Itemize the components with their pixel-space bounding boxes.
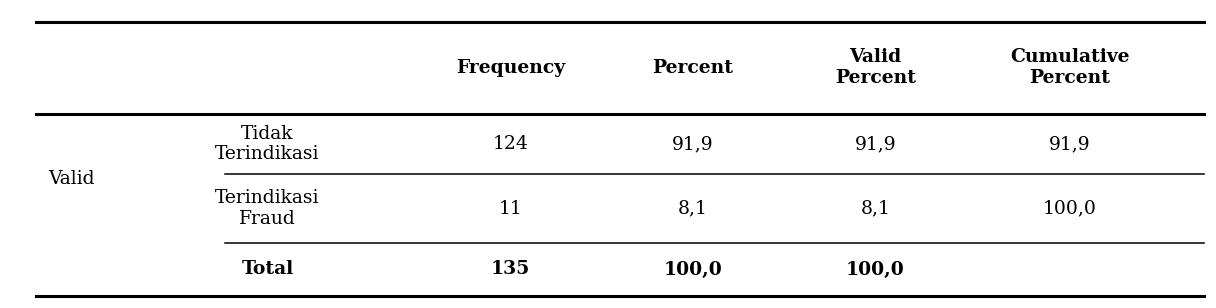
Text: 100,0: 100,0 xyxy=(1043,200,1097,218)
Text: 100,0: 100,0 xyxy=(664,261,722,278)
Text: Valid: Valid xyxy=(49,170,95,188)
Text: Percent: Percent xyxy=(653,59,733,77)
Text: 91,9: 91,9 xyxy=(1049,135,1091,153)
Text: 91,9: 91,9 xyxy=(855,135,896,153)
Text: 11: 11 xyxy=(499,200,523,218)
Text: 91,9: 91,9 xyxy=(672,135,714,153)
Text: 8,1: 8,1 xyxy=(861,200,890,218)
Text: Terindikasi
Fraud: Terindikasi Fraud xyxy=(215,189,320,228)
Text: Total: Total xyxy=(242,261,293,278)
Text: Cumulative
Percent: Cumulative Percent xyxy=(1010,48,1130,87)
Text: 100,0: 100,0 xyxy=(846,261,905,278)
Text: Valid
Percent: Valid Percent xyxy=(835,48,916,87)
Text: 8,1: 8,1 xyxy=(679,200,708,218)
Text: Tidak
Terindikasi: Tidak Terindikasi xyxy=(215,125,320,163)
Text: 135: 135 xyxy=(491,261,530,278)
Text: 124: 124 xyxy=(492,135,529,153)
Text: Frequency: Frequency xyxy=(456,59,565,77)
